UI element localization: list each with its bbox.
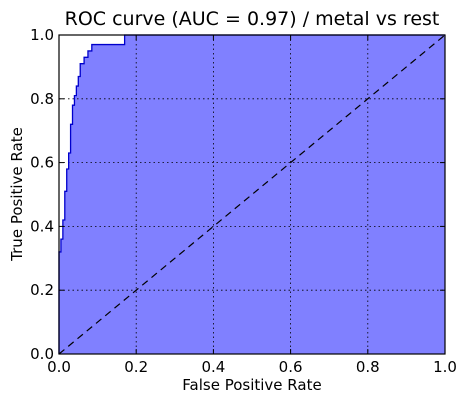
y-tick-label: 0.4 bbox=[30, 217, 54, 235]
x-axis-ticks: 0.0 0.2 0.4 0.6 0.8 1.0 bbox=[47, 35, 457, 376]
roc-curve-line bbox=[58, 34, 445, 354]
y-tick-label: 1.0 bbox=[30, 26, 54, 44]
x-tick-label: 0.6 bbox=[279, 358, 303, 376]
x-tick-label: 0.8 bbox=[356, 358, 380, 376]
y-tick-label: 0.6 bbox=[30, 154, 54, 172]
x-tick-label: 1.0 bbox=[433, 358, 457, 376]
x-tick-label: 0.4 bbox=[201, 358, 225, 376]
y-tick-label: 0.8 bbox=[30, 90, 54, 108]
x-tick-label: 0.0 bbox=[47, 358, 71, 376]
y-axis-ticks: 0.0 0.2 0.4 0.6 0.8 1.0 bbox=[30, 26, 445, 363]
axes-frame bbox=[58, 34, 446, 355]
chart-title: ROC curve (AUC = 0.97) / metal vs rest bbox=[65, 8, 440, 30]
x-tick-label: 0.2 bbox=[124, 358, 148, 376]
x-axis-label: False Positive Rate bbox=[182, 376, 321, 394]
plot-area bbox=[58, 34, 446, 355]
y-tick-label: 0.0 bbox=[30, 345, 54, 363]
y-axis-label: True Positive Rate bbox=[8, 127, 26, 262]
y-tick-label: 0.2 bbox=[30, 281, 54, 299]
